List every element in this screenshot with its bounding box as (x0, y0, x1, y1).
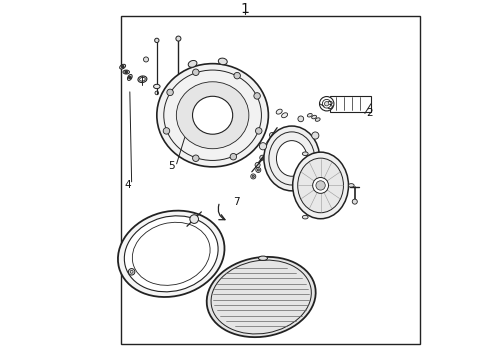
Ellipse shape (207, 257, 316, 337)
Ellipse shape (174, 83, 182, 89)
Circle shape (273, 140, 278, 145)
Circle shape (163, 128, 170, 134)
Circle shape (167, 89, 173, 96)
Circle shape (251, 174, 256, 179)
Circle shape (313, 177, 328, 193)
Circle shape (324, 102, 329, 106)
Circle shape (260, 155, 265, 160)
Ellipse shape (293, 152, 348, 219)
Ellipse shape (118, 211, 224, 297)
Circle shape (294, 190, 301, 197)
Circle shape (230, 153, 237, 160)
Ellipse shape (302, 215, 308, 219)
Ellipse shape (120, 64, 125, 69)
Text: 4: 4 (125, 180, 131, 190)
Ellipse shape (140, 77, 145, 81)
Text: 5: 5 (168, 161, 174, 171)
Circle shape (176, 36, 181, 41)
Circle shape (255, 162, 260, 167)
Circle shape (190, 215, 198, 224)
Circle shape (255, 128, 262, 134)
Circle shape (193, 155, 199, 162)
Circle shape (298, 116, 304, 122)
Ellipse shape (264, 126, 319, 191)
Circle shape (144, 57, 148, 62)
Ellipse shape (124, 216, 218, 292)
Ellipse shape (315, 118, 320, 121)
Circle shape (270, 132, 274, 138)
Ellipse shape (276, 141, 307, 176)
Circle shape (319, 96, 334, 111)
Circle shape (155, 38, 159, 42)
Ellipse shape (138, 76, 147, 82)
Ellipse shape (307, 113, 312, 117)
Circle shape (316, 181, 325, 190)
Circle shape (312, 132, 319, 139)
Ellipse shape (193, 96, 233, 134)
Ellipse shape (348, 184, 354, 187)
Text: 7: 7 (233, 197, 239, 207)
Ellipse shape (312, 115, 317, 119)
Text: 3: 3 (326, 101, 333, 111)
Ellipse shape (282, 113, 288, 118)
Circle shape (252, 175, 254, 177)
Circle shape (256, 167, 261, 172)
Circle shape (125, 71, 128, 73)
Text: 2: 2 (366, 108, 372, 118)
Ellipse shape (176, 84, 181, 87)
Circle shape (128, 269, 135, 275)
Circle shape (352, 199, 357, 204)
Ellipse shape (276, 109, 282, 114)
Bar (121, 16, 419, 344)
Ellipse shape (302, 152, 308, 156)
Ellipse shape (219, 58, 227, 65)
Circle shape (193, 69, 199, 76)
Ellipse shape (123, 70, 129, 74)
Circle shape (128, 76, 131, 79)
Circle shape (234, 72, 241, 79)
Circle shape (266, 148, 271, 153)
Ellipse shape (298, 158, 343, 213)
Text: 1: 1 (241, 2, 249, 16)
Circle shape (257, 169, 259, 171)
Ellipse shape (188, 60, 197, 67)
Circle shape (254, 93, 260, 99)
Ellipse shape (176, 82, 249, 149)
Ellipse shape (127, 75, 132, 80)
Bar (330, 96, 371, 112)
Ellipse shape (259, 256, 268, 260)
Ellipse shape (157, 64, 269, 167)
Ellipse shape (153, 84, 160, 89)
Circle shape (259, 143, 267, 150)
Circle shape (121, 65, 124, 68)
